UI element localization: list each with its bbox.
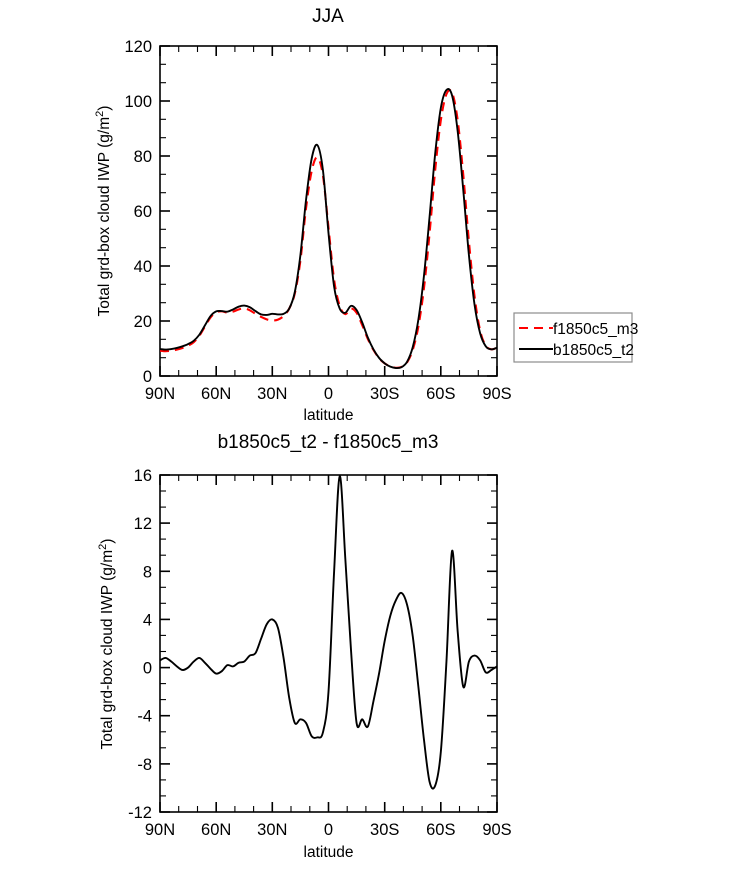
- bottom-xtick-0: 0: [324, 821, 333, 839]
- bottom-xtick-90S: 90S: [482, 821, 511, 839]
- bottom-panel: b1850c5_t2 - f1850c5_m3: [97, 432, 512, 861]
- bottom-xtick-60S: 60S: [426, 821, 455, 839]
- bottom-ytick-m4: -4: [137, 708, 152, 726]
- top-x-major-ticks: [159, 46, 498, 376]
- legend-label-b1850c5_t2: b1850c5_t2: [553, 342, 634, 359]
- top-yaxis-title: Total grd-box cloud IWP (g/m2): [94, 106, 113, 317]
- svg-text:Total grd-box cloud IWP (g/m2): Total grd-box cloud IWP (g/m2): [97, 539, 116, 750]
- top-series-group: [160, 88, 497, 370]
- series-difference: [160, 475, 497, 790]
- top-x-minor-ticks: [178, 46, 479, 376]
- bottom-ytick-8: 8: [143, 563, 152, 581]
- bottom-ytick-12: 12: [134, 515, 152, 533]
- bottom-yaxis-title-tail: ): [99, 539, 116, 544]
- top-xtick-30S: 30S: [370, 385, 399, 403]
- top-y-axis: 0 20 40 60 80 100 120: [124, 38, 497, 386]
- bottom-ytick-4: 4: [143, 611, 152, 629]
- top-xtick-0: 0: [324, 385, 333, 403]
- bottom-ytick-16: 16: [134, 467, 152, 485]
- legend-label-f1850c5_m3: f1850c5_m3: [553, 321, 638, 338]
- top-xtick-60S: 60S: [426, 385, 455, 403]
- bottom-ytick-m12: -12: [128, 804, 152, 822]
- top-ytick-80: 80: [134, 148, 152, 166]
- svg-text:Total grd-box cloud IWP (g/m2): Total grd-box cloud IWP (g/m2): [94, 106, 113, 317]
- top-xtick-60N: 60N: [201, 385, 231, 403]
- bottom-yaxis-title-base: Total grd-box cloud IWP (g/m: [99, 550, 116, 750]
- top-xaxis-title: latitude: [304, 407, 354, 424]
- bottom-xtick-30S: 30S: [370, 821, 399, 839]
- top-ytick-0: 0: [143, 368, 152, 386]
- bottom-x-major-ticks: [159, 475, 498, 812]
- bottom-yaxis-title: Total grd-box cloud IWP (g/m2): [97, 539, 116, 750]
- top-xtick-30N: 30N: [257, 385, 287, 403]
- legend-frame: [513, 312, 633, 363]
- bottom-ytick-0: 0: [143, 660, 152, 678]
- bottom-xaxis-title: latitude: [304, 844, 354, 861]
- top-y-minor-ticks: [160, 63, 497, 359]
- top-ytick-100: 100: [124, 93, 152, 111]
- top-chart-title: JJA: [312, 6, 344, 27]
- bottom-chart-title: b1850c5_t2 - f1850c5_m3: [218, 432, 439, 453]
- bottom-y-minor-ticks: [160, 490, 497, 797]
- bottom-y-axis: -12 -8 -4 0 4 8 12 16: [128, 467, 497, 822]
- bottom-x-axis: 90N 60N 30N 0 30S 60S 90S: [145, 475, 512, 839]
- top-xtick-90S: 90S: [482, 385, 511, 403]
- bottom-x-minor-ticks: [178, 475, 479, 812]
- bottom-xtick-30N: 30N: [257, 821, 287, 839]
- top-yaxis-title-sup: 2: [94, 111, 106, 117]
- top-ytick-40: 40: [134, 258, 152, 276]
- bottom-y-major-ticks: [160, 474, 497, 813]
- top-xtick-90N: 90N: [145, 385, 175, 403]
- top-y-major-ticks: [160, 45, 497, 377]
- top-x-axis: 90N 60N 30N 0 30S 60S 90S: [145, 46, 512, 403]
- top-yaxis-title-tail: ): [96, 106, 113, 111]
- series-b1850c5_t2: [160, 88, 497, 370]
- top-panel: JJA: [94, 6, 512, 424]
- top-ytick-60: 60: [134, 203, 152, 221]
- top-ytick-20: 20: [134, 313, 152, 331]
- top-ytick-120: 120: [124, 38, 152, 56]
- bottom-xtick-60N: 60N: [201, 821, 231, 839]
- top-yaxis-title-base: Total grd-box cloud IWP (g/m: [96, 117, 113, 317]
- bottom-xtick-90N: 90N: [145, 821, 175, 839]
- bottom-series-group: [160, 475, 497, 790]
- legend: f1850c5_m3 b1850c5_t2: [513, 312, 638, 363]
- bottom-yaxis-title-sup: 2: [97, 544, 109, 550]
- bottom-ytick-m8: -8: [137, 756, 152, 774]
